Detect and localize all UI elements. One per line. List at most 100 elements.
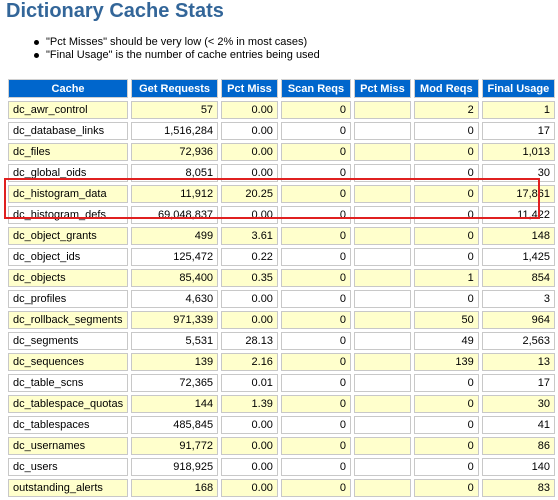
cell-scan-reqs: 0 xyxy=(280,185,352,203)
cell-cache: dc_tablespaces xyxy=(8,416,129,434)
cell-final-usage: 148 xyxy=(481,227,555,245)
table-row: dc_tablespaces 485,845 0.00 0 0 41 xyxy=(8,416,555,434)
cell-final-usage: 41 xyxy=(481,416,555,434)
cell-get-requests: 85,400 xyxy=(131,269,219,287)
cell-final-usage: 854 xyxy=(481,269,555,287)
cell-mod-reqs: 0 xyxy=(413,227,479,245)
cell-final-usage: 1,425 xyxy=(481,248,555,266)
cell-mod-reqs: 0 xyxy=(413,143,479,161)
table-row: dc_profiles 4,630 0.00 0 0 3 xyxy=(8,290,555,308)
table-row: dc_segments 5,531 28.13 0 49 2,563 xyxy=(8,332,555,350)
cell-scan-pct-miss xyxy=(354,185,411,203)
cell-scan-pct-miss xyxy=(354,269,411,287)
cell-pct-miss: 0.00 xyxy=(221,290,278,308)
cell-final-usage: 140 xyxy=(481,458,555,476)
cell-scan-pct-miss xyxy=(354,395,411,413)
cell-mod-reqs: 1 xyxy=(413,269,479,287)
cell-get-requests: 125,472 xyxy=(131,248,219,266)
cell-final-usage: 17 xyxy=(481,374,555,392)
cell-pct-miss: 0.00 xyxy=(221,164,278,182)
col-header-final-usage: Final Usage xyxy=(481,79,555,98)
page-title: Dictionary Cache Stats xyxy=(6,0,224,22)
cell-pct-miss: 0.22 xyxy=(221,248,278,266)
cell-scan-reqs: 0 xyxy=(280,374,352,392)
col-header-get-requests: Get Requests xyxy=(131,79,219,98)
table-row: dc_files 72,936 0.00 0 0 1,013 xyxy=(8,143,555,161)
cell-get-requests: 5,531 xyxy=(131,332,219,350)
cell-mod-reqs: 0 xyxy=(413,206,479,224)
table-row: dc_histogram_defs 69,048,837 0.00 0 0 11,422 xyxy=(8,206,555,224)
cell-mod-reqs: 0 xyxy=(413,290,479,308)
cell-get-requests: 72,936 xyxy=(131,143,219,161)
cell-get-requests: 11,912 xyxy=(131,185,219,203)
cell-get-requests: 57 xyxy=(131,101,219,119)
cell-scan-pct-miss xyxy=(354,290,411,308)
cell-get-requests: 499 xyxy=(131,227,219,245)
note-final-usage: "Final Usage" is the number of cache ent… xyxy=(34,49,320,62)
cell-scan-reqs: 0 xyxy=(280,416,352,434)
cell-scan-pct-miss xyxy=(354,374,411,392)
table-row: dc_table_scns 72,365 0.01 0 0 17 xyxy=(8,374,555,392)
table-row: dc_object_grants 499 3.61 0 0 148 xyxy=(8,227,555,245)
cell-get-requests: 139 xyxy=(131,353,219,371)
cell-cache: dc_global_oids xyxy=(8,164,129,182)
cell-mod-reqs: 49 xyxy=(413,332,479,350)
cell-final-usage: 2,563 xyxy=(481,332,555,350)
cell-scan-reqs: 0 xyxy=(280,248,352,266)
cell-get-requests: 72,365 xyxy=(131,374,219,392)
cell-cache: dc_awr_control xyxy=(8,101,129,119)
cell-scan-pct-miss xyxy=(354,458,411,476)
table-row: dc_global_oids 8,051 0.00 0 0 30 xyxy=(8,164,555,182)
cell-cache: dc_segments xyxy=(8,332,129,350)
cell-pct-miss: 0.00 xyxy=(221,101,278,119)
cell-cache: dc_tablespace_quotas xyxy=(8,395,129,413)
cell-mod-reqs: 50 xyxy=(413,311,479,329)
cell-scan-reqs: 0 xyxy=(280,206,352,224)
cell-get-requests: 69,048,837 xyxy=(131,206,219,224)
cell-pct-miss: 2.16 xyxy=(221,353,278,371)
cell-pct-miss: 0.01 xyxy=(221,374,278,392)
cell-scan-reqs: 0 xyxy=(280,269,352,287)
cell-final-usage: 17,861 xyxy=(481,185,555,203)
cell-cache: dc_objects xyxy=(8,269,129,287)
notes-list: "Pct Misses" should be very low (< 2% in… xyxy=(34,36,320,62)
table-row: dc_objects 85,400 0.35 0 1 854 xyxy=(8,269,555,287)
cell-mod-reqs: 0 xyxy=(413,374,479,392)
cell-scan-pct-miss xyxy=(354,353,411,371)
cell-pct-miss: 1.39 xyxy=(221,395,278,413)
cell-pct-miss: 0.00 xyxy=(221,122,278,140)
note-pct-misses: "Pct Misses" should be very low (< 2% in… xyxy=(34,36,320,49)
cell-pct-miss: 0.00 xyxy=(221,311,278,329)
table-row: dc_database_links 1,516,284 0.00 0 0 17 xyxy=(8,122,555,140)
cell-get-requests: 144 xyxy=(131,395,219,413)
cell-mod-reqs: 0 xyxy=(413,437,479,455)
cell-scan-reqs: 0 xyxy=(280,353,352,371)
table-row: dc_sequences 139 2.16 0 139 13 xyxy=(8,353,555,371)
cell-cache: dc_histogram_data xyxy=(8,185,129,203)
cell-mod-reqs: 0 xyxy=(413,164,479,182)
cell-scan-reqs: 0 xyxy=(280,101,352,119)
cell-final-usage: 964 xyxy=(481,311,555,329)
cell-get-requests: 971,339 xyxy=(131,311,219,329)
cell-get-requests: 8,051 xyxy=(131,164,219,182)
table-row: dc_rollback_segments 971,339 0.00 0 50 964 xyxy=(8,311,555,329)
cell-scan-pct-miss xyxy=(354,311,411,329)
cell-cache: dc_files xyxy=(8,143,129,161)
col-header-cache: Cache xyxy=(8,79,129,98)
table-row: dc_histogram_data 11,912 20.25 0 0 17,861 xyxy=(8,185,555,203)
cell-scan-reqs: 0 xyxy=(280,437,352,455)
cell-final-usage: 1,013 xyxy=(481,143,555,161)
cell-final-usage: 1 xyxy=(481,101,555,119)
cell-final-usage: 30 xyxy=(481,164,555,182)
col-header-mod-reqs: Mod Reqs xyxy=(413,79,479,98)
cell-scan-reqs: 0 xyxy=(280,143,352,161)
cell-scan-reqs: 0 xyxy=(280,311,352,329)
cell-pct-miss: 0.00 xyxy=(221,143,278,161)
cell-mod-reqs: 0 xyxy=(413,122,479,140)
cell-mod-reqs: 0 xyxy=(413,458,479,476)
cell-pct-miss: 0.00 xyxy=(221,437,278,455)
cell-mod-reqs: 2 xyxy=(413,101,479,119)
table-row: dc_usernames 91,772 0.00 0 0 86 xyxy=(8,437,555,455)
cell-scan-pct-miss xyxy=(354,164,411,182)
cell-mod-reqs: 0 xyxy=(413,395,479,413)
